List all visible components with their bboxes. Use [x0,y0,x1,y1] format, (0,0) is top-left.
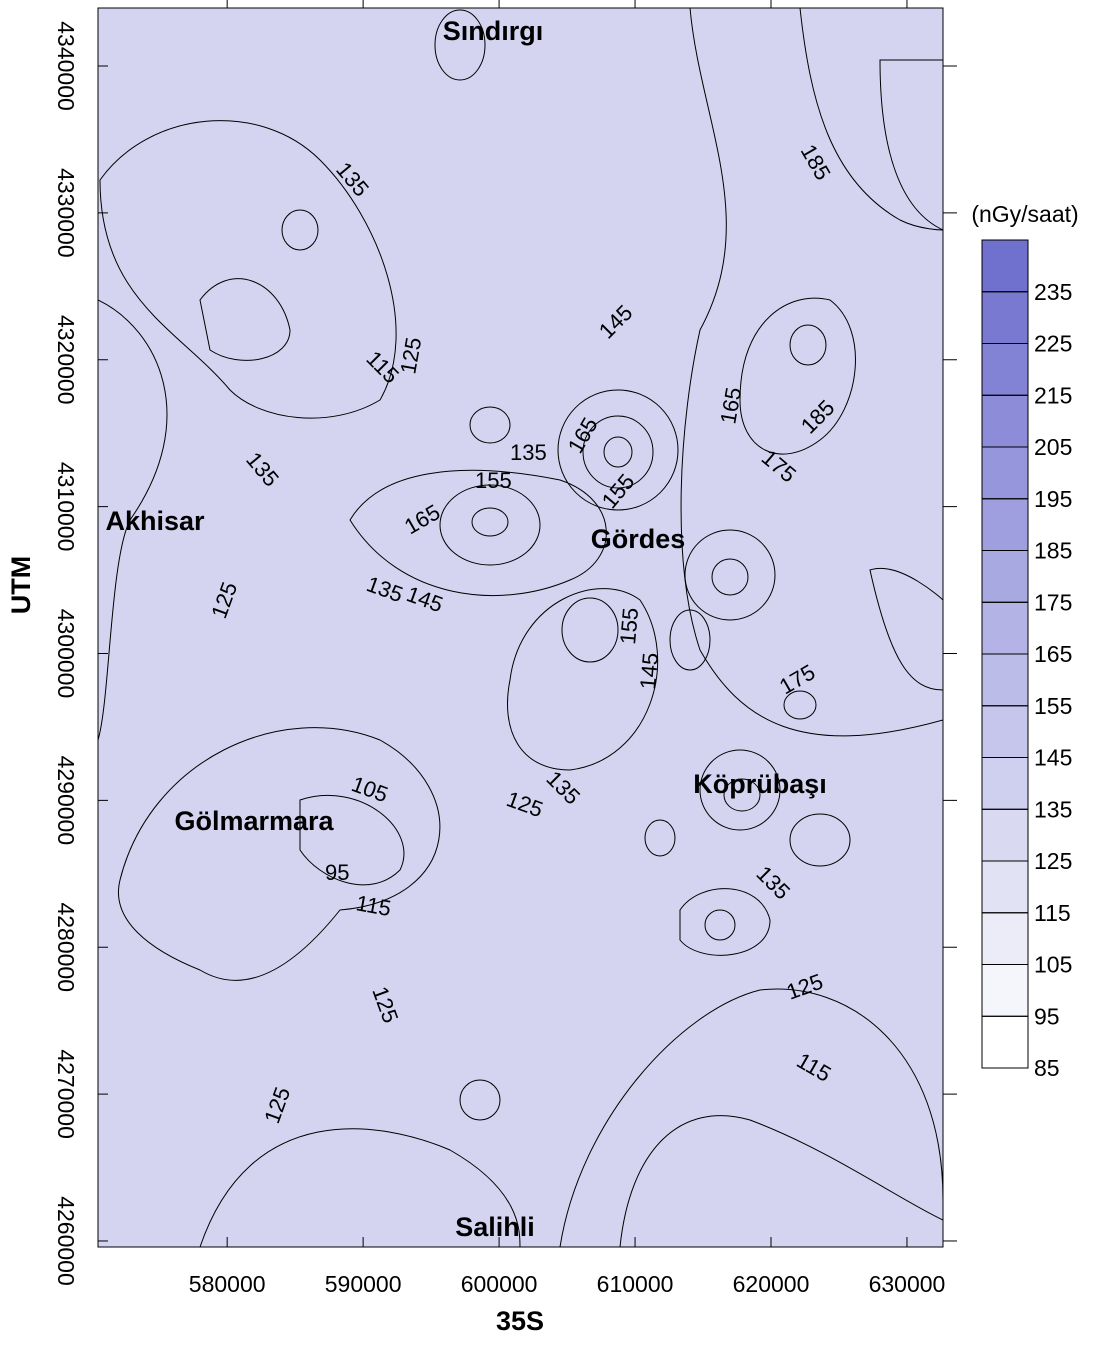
map-figure: 135 115 125 135 145 165 135 155 165 155 … [0,0,1099,1348]
x-tick-label: 580000 [189,1271,266,1297]
x-tick-label: 590000 [325,1271,402,1297]
x-tick-label: 600000 [461,1271,538,1297]
colorbar-band [982,1016,1028,1068]
colorbar-band [982,758,1028,810]
colorbar-tick-label: 165 [1034,641,1072,667]
colorbar-band [982,809,1028,861]
place-name: Gördes [591,524,686,554]
colorbar-tick-label: 225 [1034,331,1072,357]
colorbar-band [982,551,1028,603]
colorbar-band [982,292,1028,344]
colorbar-tick-label: 95 [1034,1003,1060,1029]
colorbar-band [982,344,1028,396]
y-tick-label: 4310000 [53,462,79,552]
place-name: Köprübaşı [693,769,827,799]
x-tick-label: 610000 [597,1271,674,1297]
colorbar-tick-label: 135 [1034,796,1072,822]
y-tick-label: 4280000 [53,902,79,992]
place-name: Akhisar [105,506,205,536]
colorbar-tick-label: 105 [1034,952,1072,978]
contour-label: 135 [510,440,547,465]
colorbar-band [982,965,1028,1017]
contour-label: 155 [475,468,512,493]
x-axis-label: 35S [496,1306,544,1336]
colorbar-band [982,861,1028,913]
colorbar-band [982,395,1028,447]
colorbar-tick-label: 85 [1034,1055,1060,1081]
colorbar-tick-label: 145 [1034,745,1072,771]
y-tick-label: 4260000 [53,1196,79,1286]
contour-label: 155 [615,607,643,646]
colorbar-tick-label: 205 [1034,434,1072,460]
place-name: Sındırgı [443,16,544,46]
colorbar-band [982,240,1028,292]
place-name: Salihli [455,1212,535,1242]
colorbar-unit: (nGy/saat) [971,201,1078,227]
colorbar-tick-label: 125 [1034,848,1072,874]
x-tick-label: 620000 [733,1271,810,1297]
colorbar-tick-label: 155 [1034,693,1072,719]
y-tick-label: 4300000 [53,609,79,699]
y-tick-label: 4330000 [53,168,79,258]
colorbar-tick-label: 195 [1034,486,1072,512]
colorbar-band [982,602,1028,654]
y-axis-label: UTM [6,556,36,614]
y-tick-label: 4290000 [53,756,79,846]
contour-label: 95 [325,860,349,885]
colorbar-band [982,706,1028,758]
y-tick-label: 4340000 [53,21,79,111]
colorbar-band [982,447,1028,499]
colorbar-band [982,913,1028,965]
colorbar-band [982,499,1028,551]
colorbar-tick-label: 215 [1034,382,1072,408]
colorbar-tick-label: 175 [1034,589,1072,615]
contour-label: 145 [635,652,663,691]
colorbar-tick-label: 115 [1034,900,1071,926]
colorbar-band [982,654,1028,706]
x-tick-label: 630000 [869,1271,946,1297]
y-tick-label: 4320000 [53,315,79,405]
colorbar-tick-label: 235 [1034,279,1072,305]
place-name: Gölmarmara [174,806,334,836]
y-tick-label: 4270000 [53,1049,79,1139]
colorbar-tick-label: 185 [1034,538,1072,564]
